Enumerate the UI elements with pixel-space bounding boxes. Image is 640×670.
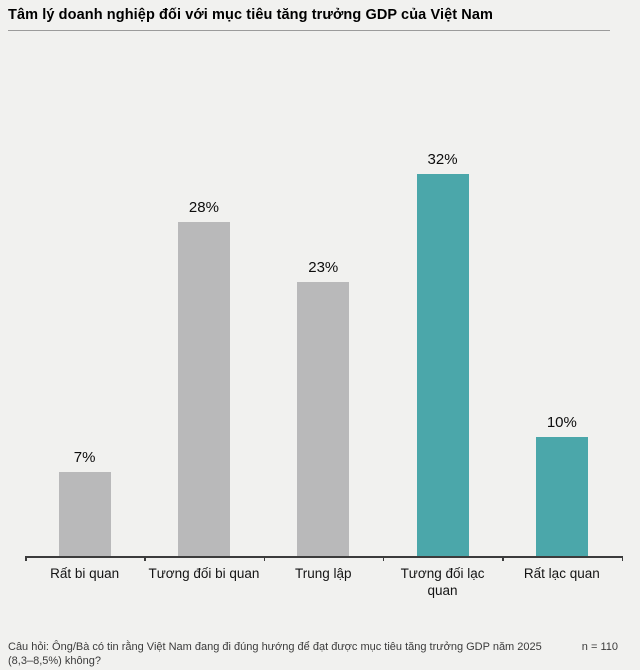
category-label: Rất bi quan	[50, 566, 120, 581]
category-label: Tương đối lạc quan	[400, 566, 485, 598]
bar-value-label: 10%	[546, 413, 577, 431]
footnote-question-line1: Câu hỏi: Ông/Bà có tin rằng Việt Nam đan…	[8, 641, 542, 653]
category-label: Rất lạc quan	[523, 566, 600, 581]
x-axis-tick	[263, 556, 266, 561]
bar-value-label: 23%	[308, 258, 339, 276]
x-axis-tick	[621, 556, 623, 561]
bar-value-label: 32%	[427, 151, 458, 169]
bar-2	[177, 221, 230, 556]
bar-4	[416, 174, 469, 556]
category-label: Tương đối bi quan	[148, 566, 260, 581]
x-axis-line	[25, 556, 622, 558]
x-axis-tick	[144, 556, 146, 561]
footnote-question: Câu hỏi: Ông/Bà có tin rằng Việt Nam đan…	[8, 640, 542, 668]
x-axis-tick	[25, 556, 27, 561]
category-label: Trung lập	[294, 566, 352, 581]
bar-value-label: 28%	[188, 198, 219, 216]
x-axis-tick	[382, 556, 385, 561]
bar-3	[297, 281, 350, 556]
footnote-question-line2: (8,3–8,5%) không?	[8, 655, 101, 667]
bar-value-label: 7%	[73, 449, 96, 467]
bar-1	[58, 472, 111, 556]
page-title: Tâm lý doanh nghiệp đối với mục tiêu tăn…	[8, 7, 610, 31]
sample-size-label: n = 110	[581, 641, 618, 653]
x-axis-tick	[502, 556, 504, 561]
bar-5	[535, 436, 588, 556]
